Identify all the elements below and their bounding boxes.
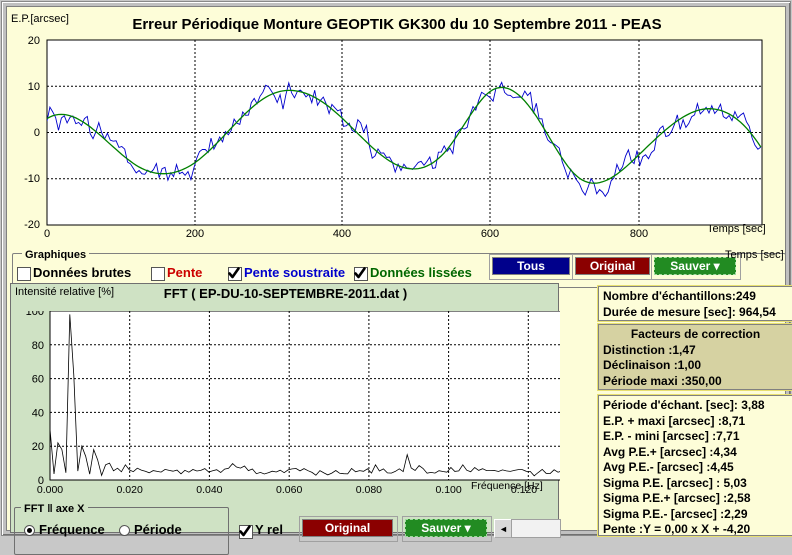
svg-text:10: 10 [28,81,40,93]
svg-text:20: 20 [32,441,44,453]
svg-text:-10: -10 [24,173,40,185]
svg-text:100: 100 [26,311,44,318]
svg-text:0.020: 0.020 [117,484,143,496]
svg-text:20: 20 [28,35,40,47]
svg-text:800: 800 [630,228,648,240]
svg-text:40: 40 [32,407,44,419]
svg-text:600: 600 [481,228,499,240]
svg-text:0.040: 0.040 [196,484,222,496]
svg-text:0.000: 0.000 [37,484,63,496]
svg-text:0.100: 0.100 [435,484,461,496]
svg-text:400: 400 [333,228,351,240]
svg-text:0.080: 0.080 [356,484,382,496]
svg-text:80: 80 [32,340,44,352]
svg-text:-20: -20 [24,219,40,231]
svg-text:0.060: 0.060 [276,484,302,496]
svg-text:0: 0 [34,127,40,139]
svg-text:200: 200 [186,228,204,240]
svg-text:60: 60 [32,374,44,386]
svg-text:0: 0 [44,228,50,240]
